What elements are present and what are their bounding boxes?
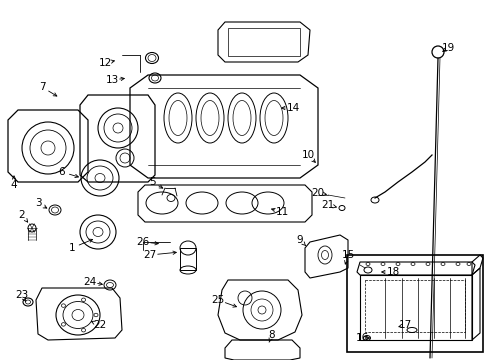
Bar — [180, 248, 196, 270]
Text: 22: 22 — [93, 320, 106, 330]
Text: 14: 14 — [286, 103, 299, 113]
Text: 10: 10 — [301, 150, 314, 160]
Text: 12: 12 — [98, 58, 111, 68]
Text: 4: 4 — [11, 180, 17, 190]
Text: 8: 8 — [268, 330, 275, 340]
Text: 25: 25 — [211, 295, 224, 305]
Text: 19: 19 — [441, 43, 454, 53]
Text: 23: 23 — [15, 290, 29, 300]
Text: 5: 5 — [148, 177, 155, 187]
Bar — [364, 280, 464, 332]
Text: 16: 16 — [355, 333, 368, 343]
Text: 24: 24 — [83, 277, 97, 287]
Text: 21: 21 — [321, 200, 334, 210]
Bar — [227, 28, 299, 56]
Bar — [346, 255, 482, 352]
Text: 20: 20 — [311, 188, 324, 198]
Text: 6: 6 — [59, 167, 65, 177]
Text: 17: 17 — [398, 320, 411, 330]
Text: 9: 9 — [296, 235, 303, 245]
Text: 2: 2 — [19, 210, 25, 220]
Text: 15: 15 — [341, 250, 354, 260]
Text: 1: 1 — [68, 243, 75, 253]
Text: 11: 11 — [275, 207, 288, 217]
Text: 3: 3 — [35, 198, 41, 208]
Text: 26: 26 — [136, 237, 149, 247]
Text: 18: 18 — [386, 267, 399, 277]
Text: 7: 7 — [39, 82, 45, 92]
Text: 13: 13 — [105, 75, 119, 85]
Text: 27: 27 — [143, 250, 156, 260]
